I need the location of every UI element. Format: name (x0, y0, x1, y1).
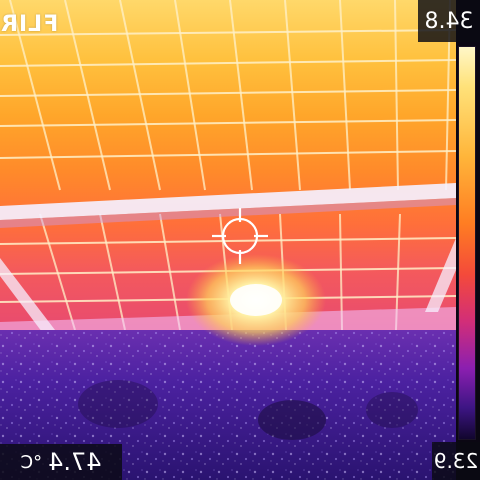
thermal-scene (0, 0, 456, 480)
min-temp-readout: 23.9 (432, 442, 480, 480)
spot-temp-unit: °C (20, 451, 43, 473)
max-temp-readout: 34.8 (418, 0, 480, 42)
spot-temp-value: 47.4 (48, 448, 102, 476)
crosshair-marker (212, 208, 268, 264)
palette-scale-bar (458, 46, 476, 440)
spot-temp-readout: 47.4 °C (0, 444, 122, 480)
thermal-image (0, 0, 456, 480)
crosshair-icon[interactable] (212, 208, 268, 264)
flir-logo: FLIR (0, 12, 59, 37)
